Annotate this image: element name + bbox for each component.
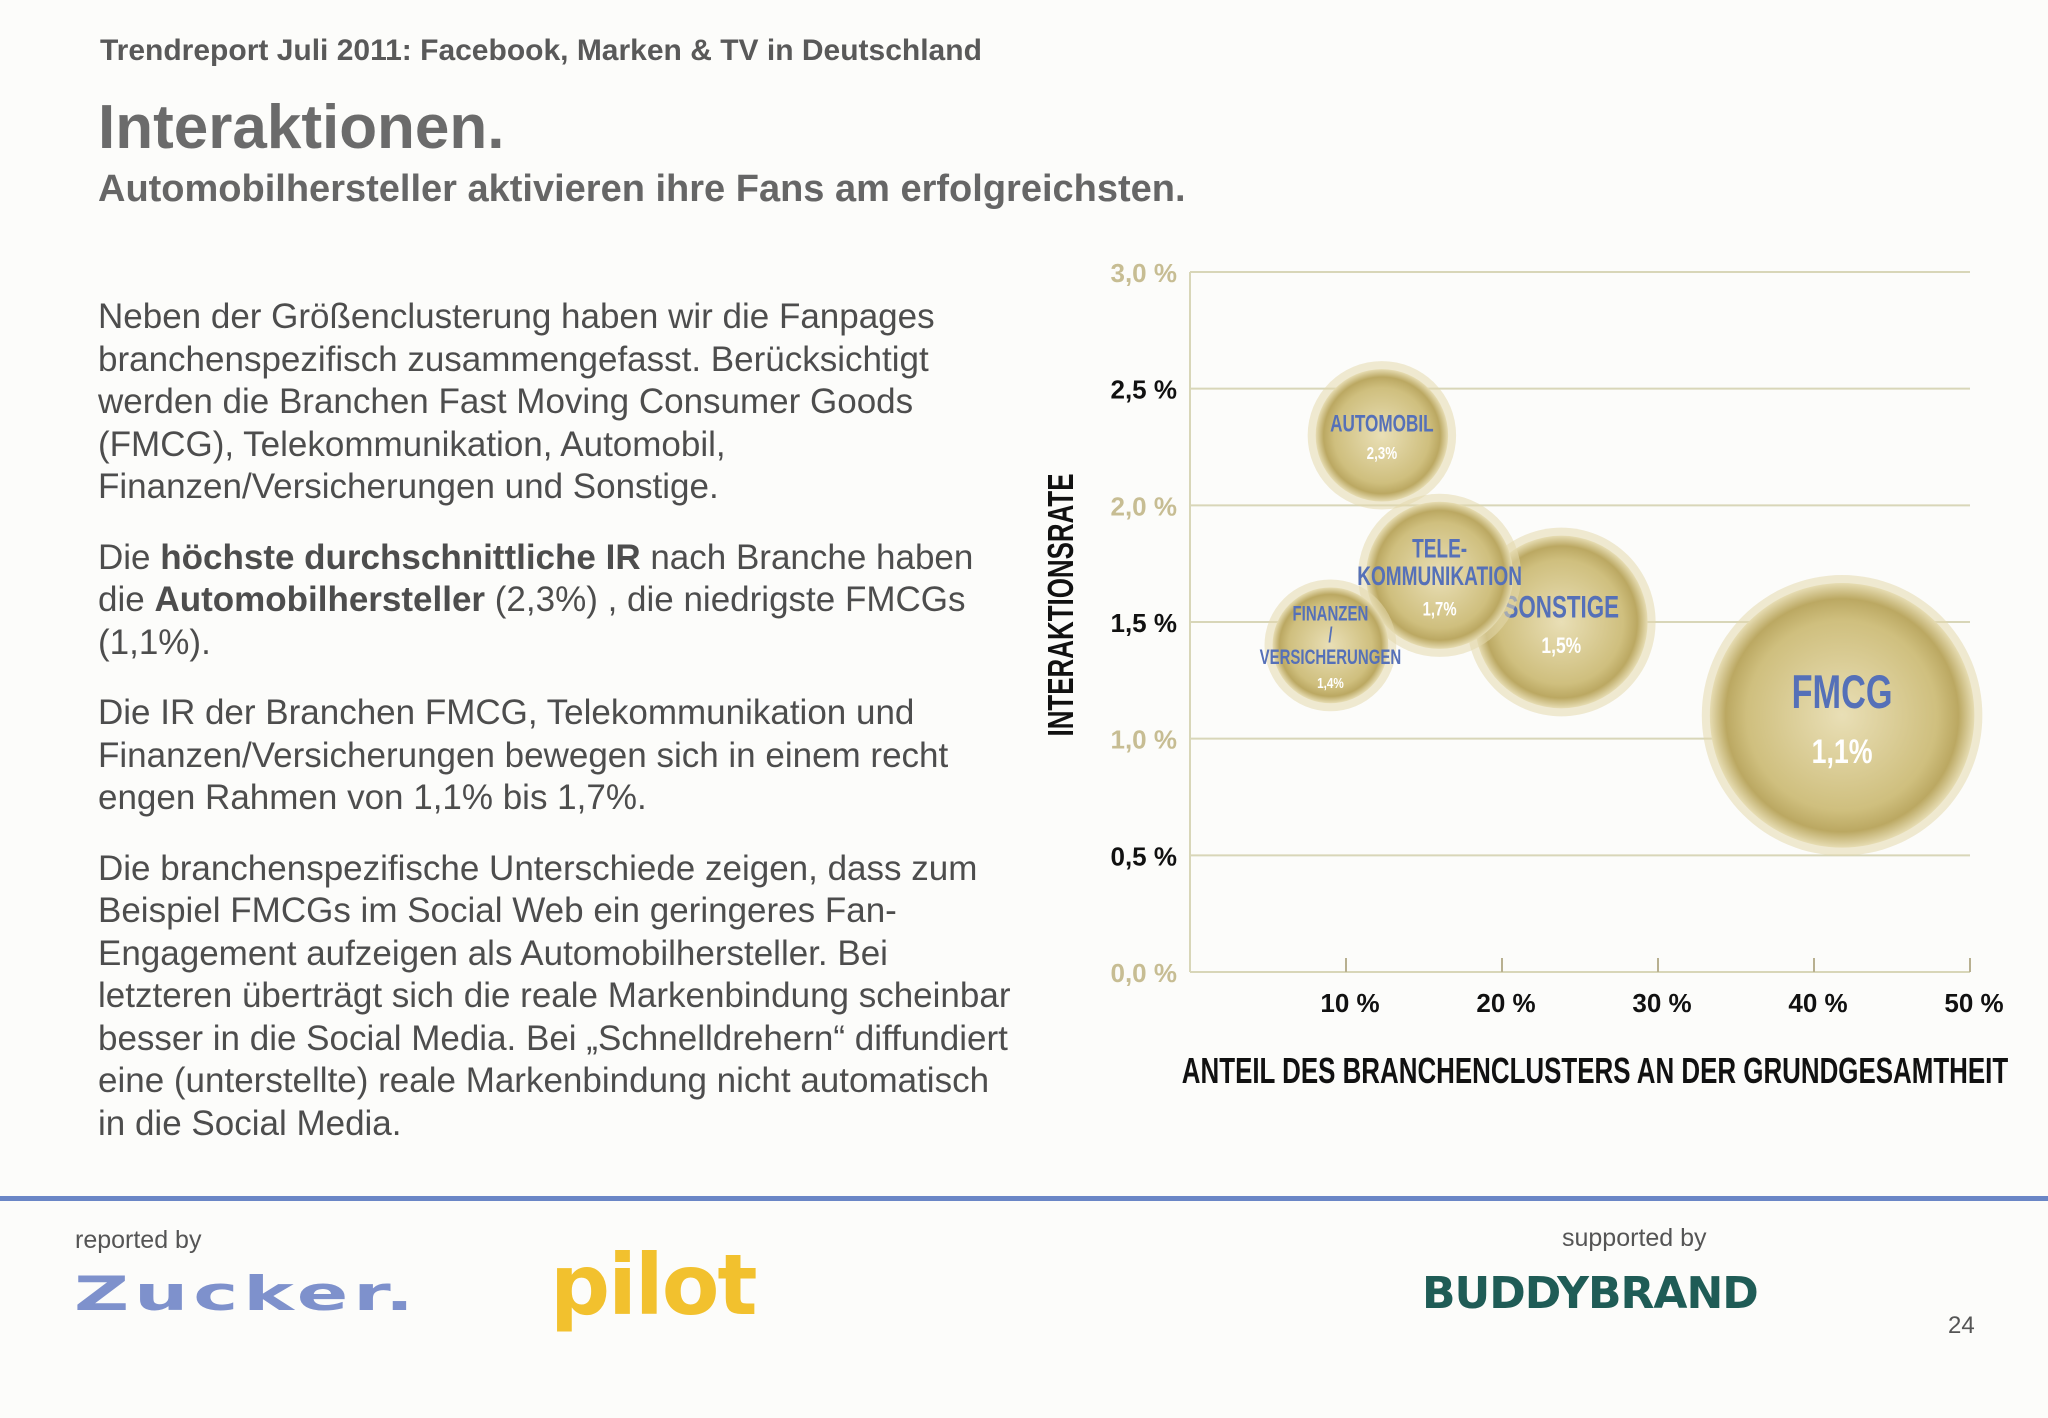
bubble-value-label: 1,1% — [1812, 732, 1873, 771]
bubble-label: KOMMUNIKATION — [1357, 561, 1522, 591]
x-axis-label: ANTEIL DES BRANCHENCLUSTERS AN DER GRUND… — [1182, 1051, 2008, 1091]
bubble-label: VERSICHERUNGEN — [1260, 646, 1402, 669]
x-tick-label: 40 % — [1788, 988, 1847, 1018]
bubble-label: FMCG — [1792, 665, 1893, 719]
bubble-label: / — [1328, 624, 1332, 647]
paragraph-4: Die branchenspezifische Unterschiede zei… — [98, 848, 1011, 1143]
bubble-label: SONSTIGE — [1503, 589, 1619, 625]
y-tick-label: 2,5 % — [1111, 375, 1178, 405]
y-tick-label: 1,0 % — [1111, 725, 1178, 755]
paragraph-1: Neben der Größenclusterung haben wir die… — [98, 297, 935, 506]
y-tick-label: 3,0 % — [1111, 258, 1178, 288]
reported-by-label: reported by — [75, 1226, 202, 1254]
y-tick-label: 0,0 % — [1111, 958, 1178, 988]
bubble-automobil: AUTOMOBIL 2,3% — [1307, 361, 1457, 510]
paragraph-3: Die IR der Branchen FMCG, Telekommunikat… — [98, 693, 949, 817]
paragraph-2: Die höchste durchschnittliche IR nach Br… — [98, 537, 1018, 665]
page-subtitle: Automobilhersteller aktivieren ihre Fans… — [98, 168, 1186, 210]
page-title: Interaktionen. — [98, 93, 505, 162]
x-tick-label: 50 % — [1944, 988, 2003, 1018]
report-title: Trendreport Juli 2011: Facebook, Marken … — [100, 34, 982, 67]
x-tick-label: 30 % — [1632, 988, 1691, 1018]
paragraph-2-part: nach Branche haben die — [98, 537, 974, 620]
bubble-finanzen-versicherungen: FINANZEN/VERSICHERUNGEN 1,4% — [1260, 579, 1402, 712]
zucker-logo: Zucker. — [74, 1266, 419, 1322]
y-axis-label: INTERAKTIONSRATE — [1041, 474, 1081, 737]
chart-bubbles: FMCG 1,1% SONSTIGE 1,5% TELE-KOMMUNIKATION 1,… — [1260, 361, 1983, 856]
paragraph-2-part: Die — [98, 537, 161, 577]
bubble-value-label: 1,4% — [1317, 675, 1344, 692]
bubble-mark — [1272, 587, 1389, 704]
page-number: 24 — [1948, 1312, 1975, 1339]
x-tick-label: 10 % — [1320, 988, 1379, 1018]
footer-divider — [0, 1196, 2048, 1201]
x-tick-label: 20 % — [1476, 988, 1535, 1018]
bubble-fmcg: FMCG 1,1% — [1701, 575, 1983, 856]
bubble-label: FINANZEN — [1293, 602, 1369, 625]
pilot-logo: pilot — [550, 1236, 758, 1334]
bubble-mark — [1315, 369, 1449, 502]
bubble-value-label: 2,3% — [1367, 445, 1398, 464]
body-text: Neben der Größenclusterung haben wir die… — [98, 296, 1018, 1173]
bubble-mark — [1366, 501, 1514, 649]
y-tick-label: 1,5 % — [1111, 608, 1178, 638]
paragraph-2-bold: Automobilhersteller — [154, 580, 486, 619]
bubble-label: TELE- — [1412, 533, 1467, 563]
paragraph-2-part: (2,3%) , die niedrigste FMCGs (1,1%). — [98, 580, 966, 662]
bubble-tele-kommunikation: TELE-KOMMUNIKATION 1,7% — [1357, 493, 1522, 657]
bubble-label: AUTOMOBIL — [1330, 411, 1434, 437]
bubble-value-label: 1,5% — [1541, 634, 1581, 659]
supported-by-label: supported by — [1562, 1224, 1707, 1252]
paragraph-2-bold: höchste durchschnittliche IR — [160, 537, 641, 577]
y-tick-label: 2,0 % — [1111, 491, 1178, 521]
bubble-chart: 0,0 % 0,5 % 1,0 % 1,5 % 2,0 % 2,5 % 3,0 % 10 % 2… — [1041, 258, 2008, 1091]
y-tick-label: 0,5 % — [1111, 841, 1178, 871]
bubble-value-label: 1,7% — [1423, 599, 1457, 620]
bubble-mark — [1709, 583, 1975, 848]
buddybrand-logo: BUDDYBRAND — [1422, 1268, 1759, 1319]
